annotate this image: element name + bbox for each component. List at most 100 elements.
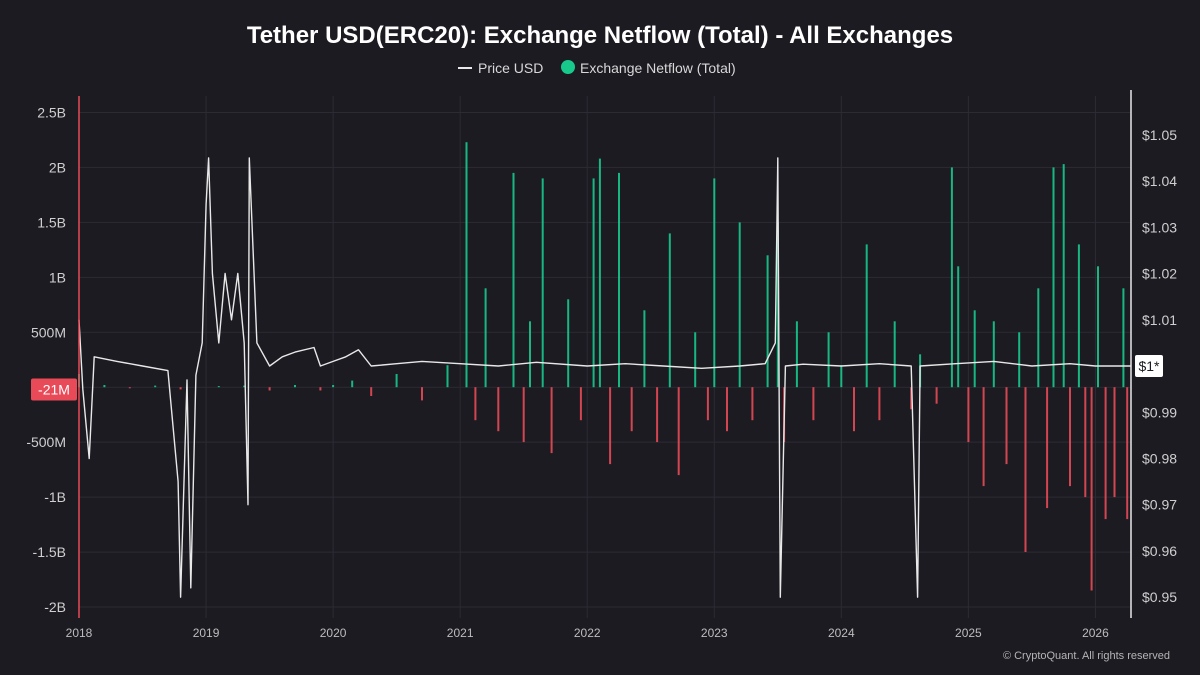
netflow-bar-5 [217,386,220,388]
netflow-bar-68 [1062,164,1065,388]
netflow-bar-52 [893,321,896,388]
netflow-bar-65 [1037,288,1040,388]
netflow-bar-43 [776,222,779,388]
netflow-bar-21 [522,387,525,443]
netflow-bar-47 [827,332,830,388]
netflow-bar-8 [294,385,296,388]
current-netflow-badge-box [31,378,77,401]
y-right-tick-0: $1.05 [1142,127,1177,143]
netflow-bar-25 [567,299,570,388]
x-tick-2018: 2018 [66,626,93,640]
x-tick-2025: 2025 [955,626,982,640]
netflow-bar-13 [395,374,398,388]
y-left-tick-5: -500M [26,434,66,450]
netflow-bar-69 [1069,387,1071,487]
netflow-bar-36 [694,332,697,388]
current-price-badge-label: $1* [1138,358,1160,374]
netflow-bar-35 [677,387,680,476]
netflow-bar-19 [497,387,500,432]
y-right-tick-2: $1.03 [1142,219,1177,235]
netflow-bar-11 [351,380,354,388]
legend-netflow-dot-icon [561,60,575,74]
netflow-bar-53 [910,387,913,410]
y-left-tick-4: 500M [31,324,66,340]
netflow-bar-20 [512,172,515,388]
netflow-bar-17 [474,387,477,421]
netflow-bar-39 [726,387,728,432]
netflow-bar-41 [751,387,754,421]
y-axis-right-ticks: $1.05 $1.04 $1.03 $1.02 $1.01 $0.99 $0.98 $0.97… [1142,127,1177,605]
y-right-tick-5: $0.99 [1142,404,1177,420]
netflow-bar-42 [766,255,769,388]
netflow-bar-23 [541,178,544,388]
netflow-bar-6 [243,385,246,388]
netflow-bar-59 [973,310,976,388]
y-right-tick-7: $0.97 [1142,497,1177,513]
y-right-tick-6: $0.98 [1142,450,1177,466]
netflow-bar-16 [465,142,468,388]
netflow-bar-14 [421,387,423,401]
netflow-bar-73 [1097,266,1099,388]
netflow-bar-38 [713,178,716,388]
current-price-badge-box [1135,355,1163,377]
netflow-bar-28 [598,158,601,388]
x-tick-2020: 2020 [320,626,347,640]
netflow-bar-29 [609,387,612,465]
y-left-tick-2: 1.5B [37,214,66,230]
legend: Price USD Exchange Netflow (Total) [458,60,736,76]
netflow-bar-10 [332,385,335,388]
netflow-bar-76 [1122,288,1125,388]
netflow-bar-22 [529,321,531,388]
netflow-bar-49 [853,387,855,432]
netflow-bar-57 [957,266,960,388]
netflow-bar-24 [550,387,553,454]
netflow-bar-18 [484,288,487,388]
netflow-bar-51 [878,387,881,421]
x-tick-2024: 2024 [828,626,855,640]
netflow-bar-55 [935,387,938,404]
y-right-tick-1: $1.04 [1142,173,1177,189]
netflow-bar-3 [154,385,157,388]
netflow-bar-77 [1126,387,1129,520]
y-left-tick-6: -1B [44,489,66,505]
netflow-bar-31 [630,387,633,432]
y-left-tick-7: -1.5B [33,544,66,560]
netflow-bars [78,142,1129,591]
x-axis-ticks: 2018 2019 2020 2021 2022 2023 2024 2025 2026 [66,626,1109,640]
netflow-bar-48 [840,365,843,388]
netflow-bar-33 [656,387,659,443]
netflow-bar-58 [967,387,970,443]
x-tick-2023: 2023 [701,626,728,640]
y-left-tick-0: 2.5B [37,104,66,120]
netflow-bar-60 [982,387,985,487]
netflow-bar-32 [643,310,646,388]
y-left-tick-1: 2B [49,159,66,175]
netflow-bar-45 [795,321,798,388]
netflow-bar-61 [992,321,995,388]
netflow-bar-34 [668,233,671,388]
current-price-badge: $1* [1135,355,1163,377]
price-line [78,157,1131,598]
chart-title: Tether USD(ERC20): Exchange Netflow (Tot… [247,22,953,49]
netflow-bar-70 [1077,244,1080,388]
netflow-bar-71 [1084,387,1087,498]
netflow-bar-26 [579,387,582,421]
netflow-bar-50 [865,244,868,388]
netflow-bar-63 [1018,332,1021,388]
netflow-bar-62 [1005,387,1008,465]
current-netflow-badge: -21M [31,378,77,401]
netflow-bar-27 [592,178,595,388]
netflow-bar-15 [446,365,449,388]
watermark: © CryptoQuant. All rights reserved [1003,650,1170,662]
netflow-bar-9 [319,387,322,391]
netflow-bar-30 [618,172,620,388]
y-left-tick-8: -2B [44,599,66,615]
netflow-bar-75 [1113,387,1116,498]
netflow-bar-40 [738,222,741,388]
netflow-bar-37 [706,387,709,421]
netflow-bar-46 [812,387,815,421]
y-right-tick-9: $0.95 [1142,589,1177,605]
x-tick-2026: 2026 [1082,626,1109,640]
current-netflow-badge-label: -21M [38,382,70,398]
netflow-bar-12 [370,387,373,396]
